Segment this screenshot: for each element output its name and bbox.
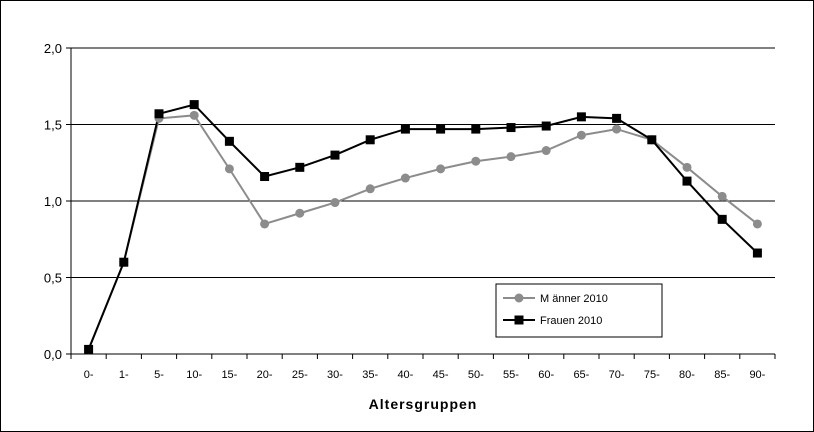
data-point-maenner [224,164,234,174]
data-point-frauen [436,124,446,134]
x-tick-label: 55- [503,369,519,381]
data-point-maenner [717,191,727,201]
x-tick-label: 15- [221,369,237,381]
data-point-maenner [400,173,410,183]
x-tick-label: 75- [644,369,660,381]
data-point-maenner [330,198,340,208]
x-tick-label: 85- [714,369,730,381]
x-tick-label: 10- [186,369,202,381]
data-point-frauen [506,123,516,133]
data-point-maenner [295,208,305,218]
x-tick-label: 60- [538,369,554,381]
data-point-frauen [400,124,410,134]
data-point-frauen [119,257,129,267]
legend-marker-frauen [514,315,524,325]
data-point-maenner [365,184,375,194]
data-point-frauen [189,100,199,110]
data-point-maenner [471,156,481,166]
y-axis-tick-labels: 0,0 0,5 1,0 1,5 2,0 [44,41,62,362]
x-tick-label: 45- [433,369,449,381]
legend-label-maenner: M änner 2010 [540,293,608,305]
gridlines [71,47,775,278]
data-point-maenner [752,219,762,229]
data-point-frauen [84,344,94,354]
legend-box [495,283,663,338]
x-axis-tick-labels: 0- 1- 5- 10- 15- 20- 25- 30- 35- 40- 45- 50- 55- 60- 6… [84,369,766,381]
data-point-maenner [506,152,516,162]
data-point-maenner [612,124,622,134]
data-point-frauen [682,176,692,186]
data-point-frauen [576,112,586,122]
data-point-frauen [224,136,234,146]
series-line-frauen [87,103,759,350]
y-tick-label: 1,0 [44,194,62,209]
data-point-frauen [717,214,727,224]
y-tick-label: 2,0 [44,41,62,56]
legend: M änner 2010 Frauen 2010 [495,283,663,338]
data-point-frauen [612,113,622,123]
series-line-maenner [87,114,759,350]
data-point-frauen [541,121,551,131]
data-point-frauen [365,135,375,145]
x-tick-label: 1- [119,369,129,381]
x-tick-label: 25- [292,369,308,381]
y-tick-label: 0,5 [44,271,62,286]
x-tick-label: 5- [154,369,164,381]
x-tick-label: 65- [573,369,589,381]
data-point-maenner [260,219,270,229]
y-tick-label: 0,0 [44,347,62,362]
x-tick-label: 40- [397,369,413,381]
data-point-maenner [541,146,551,156]
data-point-frauen [647,135,657,145]
x-tick-label: 90- [749,369,765,381]
x-tick-label: 50- [468,369,484,381]
data-point-maenner [189,110,199,120]
x-tick-label: 70- [609,369,625,381]
data-point-frauen [752,248,762,258]
data-point-maenner [576,130,586,140]
data-point-frauen [471,124,481,134]
legend-label-frauen: Frauen 2010 [540,315,602,327]
data-point-maenner [682,162,692,172]
x-tick-label: 80- [679,369,695,381]
data-point-frauen [260,172,270,182]
x-tick-label: 20- [257,369,273,381]
x-tick-label: 30- [327,369,343,381]
x-axis-label: Altersgruppen [369,396,478,412]
legend-marker-maenner [514,293,524,303]
data-point-maenner [436,164,446,174]
series-lines [84,100,762,354]
x-tick-label: 35- [362,369,378,381]
axes [66,47,776,359]
x-tick-label: 0- [84,369,94,381]
data-point-frauen [295,162,305,172]
data-point-frauen [330,150,340,160]
data-point-frauen [154,109,164,119]
y-tick-label: 1,5 [44,118,62,133]
